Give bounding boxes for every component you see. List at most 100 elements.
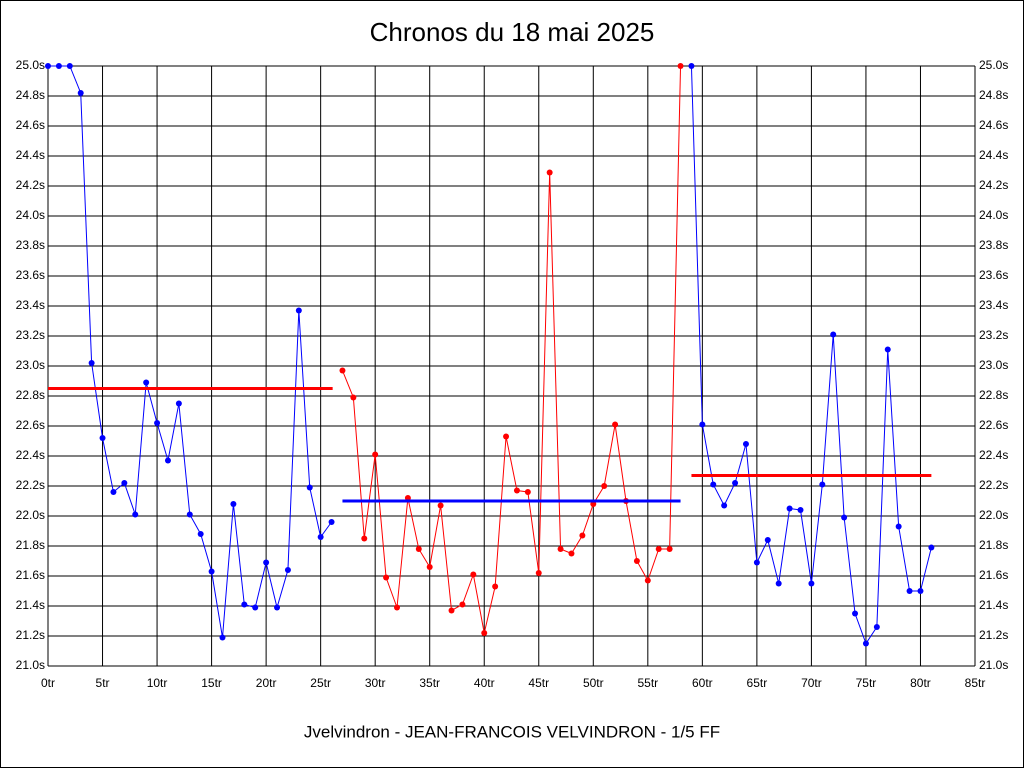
x-tick-label: 50tr: [583, 676, 604, 690]
data-point: [45, 63, 51, 69]
data-point: [99, 435, 106, 441]
x-tick-label: 0tr: [41, 676, 55, 690]
data-point: [470, 571, 477, 578]
data-point: [208, 568, 215, 575]
data-point: [732, 480, 739, 486]
data-point: [928, 544, 935, 551]
y2-tick-label: 23.0s: [979, 358, 1008, 372]
x-tick-label: 25tr: [310, 676, 331, 690]
data-point: [437, 502, 444, 509]
data-point: [88, 360, 95, 366]
data-point: [372, 451, 379, 458]
data-point: [775, 580, 782, 587]
series-line: [341, 65, 682, 634]
data-point: [688, 63, 695, 69]
data-point: [873, 624, 880, 630]
y2-tick-label: 21.2s: [979, 628, 1008, 642]
data-point: [241, 601, 248, 608]
footer: Jvelvindron - JEAN-FRANCOIS VELVINDRON -…: [304, 722, 720, 741]
data-point: [350, 394, 357, 401]
data-point: [252, 604, 259, 611]
x-tick-label: 85tr: [965, 676, 986, 690]
data-point: [284, 567, 291, 573]
data-point: [710, 481, 717, 488]
data-point: [557, 546, 564, 552]
y2-tick-label: 23.8s: [979, 238, 1008, 252]
x-tick-label: 65tr: [747, 676, 768, 690]
y2-tick-label: 24.0s: [979, 208, 1008, 222]
data-point: [383, 574, 390, 581]
y-tick-label: 22.0s: [16, 508, 45, 522]
data-point: [917, 588, 924, 594]
data-point: [895, 523, 902, 530]
y2-tick-label: 21.8s: [979, 538, 1008, 552]
chart-title: Chronos du 18 mai 2025: [370, 17, 655, 47]
data-point: [143, 379, 150, 386]
data-point: [219, 634, 226, 641]
data-point: [154, 420, 161, 426]
y2-tick-label: 23.6s: [979, 268, 1008, 282]
x-tick-label: 30tr: [365, 676, 386, 690]
y-tick-label: 22.2s: [16, 478, 45, 492]
y-tick-label: 24.4s: [16, 148, 45, 162]
x-tick-label: 40tr: [474, 676, 495, 690]
y2-tick-label: 21.0s: [979, 658, 1008, 672]
y-tick-label: 23.6s: [16, 268, 45, 282]
y2-tick-label: 21.6s: [979, 568, 1008, 582]
data-point: [492, 583, 499, 590]
data-point: [274, 604, 281, 611]
x-tick-label: 75tr: [856, 676, 877, 690]
data-point: [677, 63, 684, 69]
data-point: [786, 505, 793, 512]
data-point: [546, 169, 553, 176]
data-point: [55, 63, 62, 69]
data-point: [175, 400, 182, 407]
data-point: [328, 519, 335, 525]
data-point: [764, 537, 771, 543]
y2-tick-label: 22.4s: [979, 448, 1008, 462]
data-point: [535, 570, 542, 576]
data-point: [633, 558, 640, 564]
y2-tick-label: 24.4s: [979, 148, 1008, 162]
data-point: [666, 546, 673, 552]
data-point: [230, 501, 237, 507]
y-tick-label: 21.2s: [16, 628, 45, 642]
x-tick-label: 60tr: [692, 676, 713, 690]
y2-tick-label: 22.2s: [979, 478, 1008, 492]
y-tick-label: 23.2s: [16, 328, 45, 342]
data-point: [121, 480, 128, 486]
data-point: [612, 421, 619, 428]
data-point: [263, 559, 270, 566]
y2-tick-label: 24.8s: [979, 88, 1008, 102]
y2-tick-label: 25.0s: [979, 58, 1008, 72]
y-tick-label: 24.2s: [16, 178, 45, 192]
data-point: [295, 307, 302, 314]
data-point: [481, 630, 488, 636]
y-tick-label: 24.6s: [16, 118, 45, 132]
data-point: [753, 559, 760, 566]
y-tick-label: 23.4s: [16, 298, 45, 312]
data-point: [699, 421, 706, 428]
data-point: [601, 483, 608, 489]
y-tick-label: 25.0s: [16, 58, 45, 72]
data-point: [66, 63, 73, 69]
data-point: [393, 604, 400, 611]
data-point: [306, 484, 313, 491]
data-point: [503, 433, 510, 440]
x-tick-label: 15tr: [201, 676, 222, 690]
data-point: [448, 607, 455, 614]
x-tick-label: 20tr: [256, 676, 277, 690]
y-tick-label: 21.8s: [16, 538, 45, 552]
x-tick-label: 5tr: [96, 676, 110, 690]
y-tick-label: 23.0s: [16, 358, 45, 372]
data-point: [77, 90, 84, 96]
y-tick-label: 22.6s: [16, 418, 45, 432]
data-point: [742, 441, 749, 447]
data-point: [197, 531, 204, 537]
x-tick-label: 55tr: [637, 676, 658, 690]
data-point: [830, 331, 837, 338]
data-point: [186, 511, 193, 518]
data-point: [415, 546, 422, 552]
x-tick-label: 35tr: [419, 676, 440, 690]
